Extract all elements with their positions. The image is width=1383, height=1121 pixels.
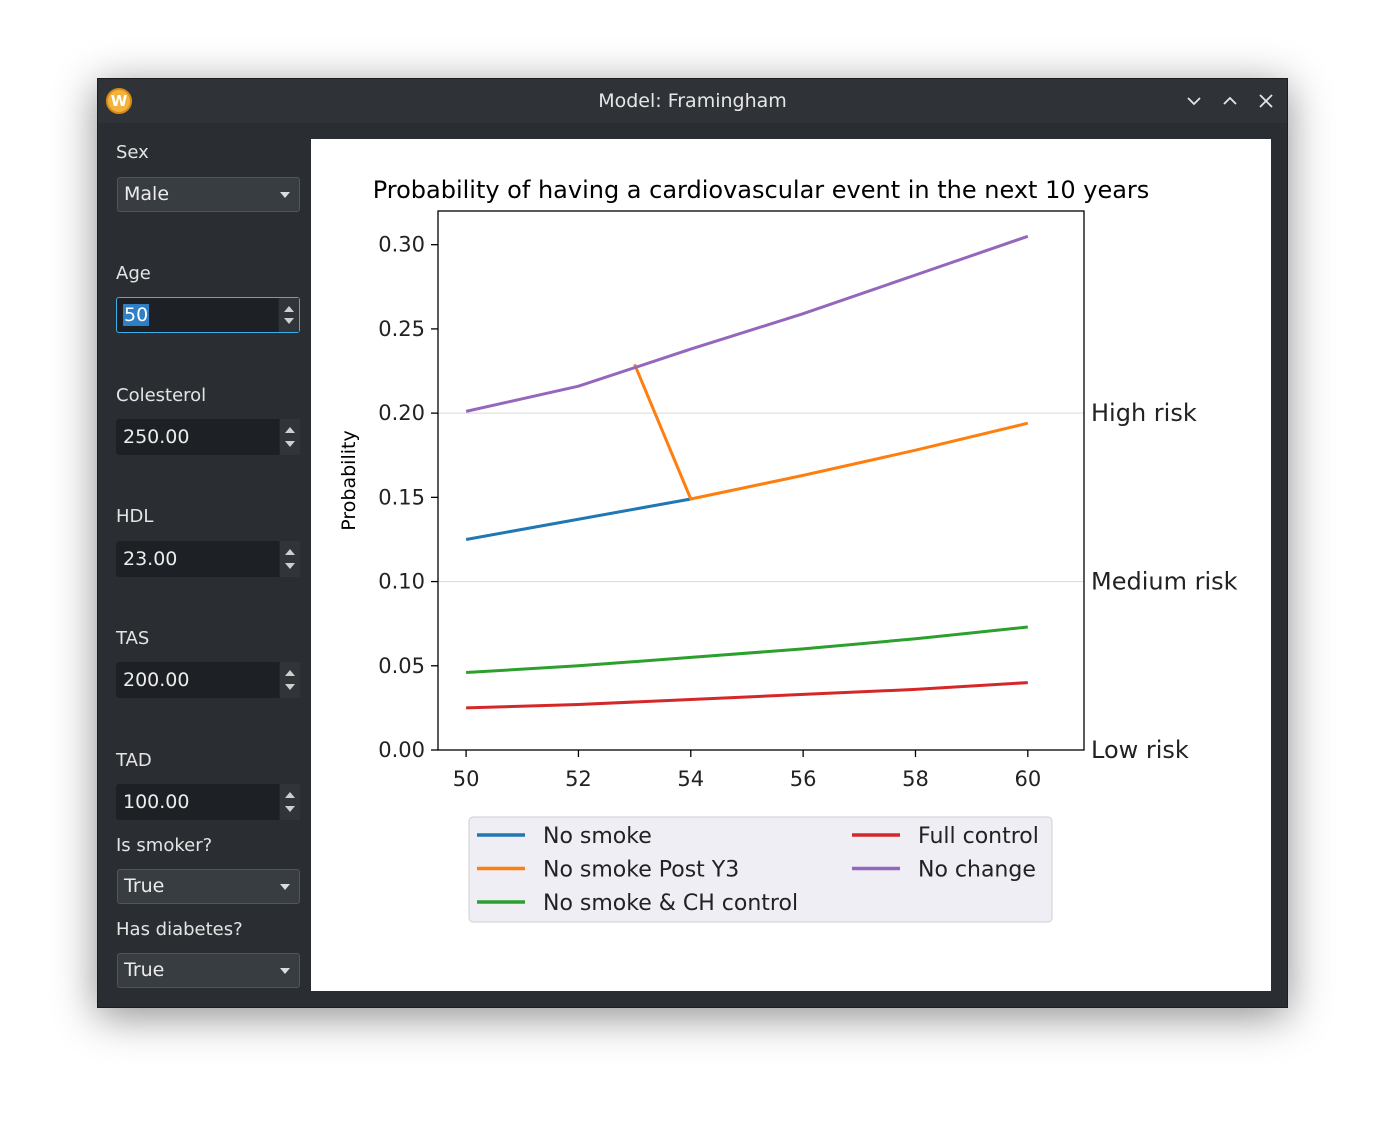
legend-entry: Full control [918,824,1039,849]
colesterol-stepper[interactable] [279,419,300,455]
age-value: 50 [123,304,150,326]
risk-chart: High risk Medium risk Low risk 0.00 0.05 0.10… [338,176,1238,923]
step-down-icon[interactable] [284,318,294,324]
age-label: Age [116,263,151,284]
step-down-icon[interactable] [285,563,295,569]
step-up-icon[interactable] [285,792,295,798]
app-window: W Model: Framingham Sex Male Age 50 Cole… [97,78,1288,1008]
tas-label: TAS [116,628,150,649]
title-bar[interactable]: W Model: Framingham [98,79,1287,123]
diabetes-select[interactable]: True [117,953,300,988]
risk-level-label: Low risk [1091,736,1189,764]
risk-level-label: High risk [1091,399,1197,427]
smoker-select[interactable]: True [117,869,300,904]
close-button[interactable] [1255,90,1277,112]
hdl-spinbox[interactable]: 23.00 [116,541,300,577]
series-line [633,363,1029,501]
parameters-panel: Sex Male Age 50 Colesterol 250.00 HDL 23… [98,123,310,1007]
tad-stepper[interactable] [279,784,300,820]
smoker-value: True [124,875,165,897]
y-tick-label: 0.30 [378,233,425,257]
hdl-stepper[interactable] [279,541,300,577]
y-tick-label: 0.10 [378,570,425,594]
maximize-button[interactable] [1219,90,1241,112]
colesterol-spinbox[interactable]: 250.00 [116,419,300,455]
minimize-button[interactable] [1183,90,1205,112]
dropdown-arrow-icon [280,192,290,198]
age-stepper[interactable] [278,298,299,332]
y-tick-label: 0.20 [378,401,425,425]
y-tick-label: 0.25 [378,317,425,341]
colesterol-value: 250.00 [123,426,190,448]
age-spinbox[interactable]: 50 [116,297,300,333]
series-line [466,681,1028,710]
tas-spinbox[interactable]: 200.00 [116,662,300,698]
app-logo-icon: W [106,88,132,114]
x-tick-label: 54 [677,767,704,791]
x-tick-label: 58 [902,767,929,791]
sex-select[interactable]: Male [117,177,300,212]
tas-value: 200.00 [123,669,190,691]
step-up-icon[interactable] [284,306,294,312]
chevron-up-icon [1223,96,1237,105]
step-down-icon[interactable] [285,806,295,812]
colesterol-label: Colesterol [116,385,207,406]
tad-label: TAD [116,750,152,771]
hdl-value: 23.00 [123,548,178,570]
tas-stepper[interactable] [279,662,300,698]
sex-label: Sex [116,142,149,163]
legend-box [468,816,1053,923]
smoker-label: Is smoker? [116,835,213,856]
sex-value: Male [124,183,170,205]
legend-entry: No smoke [543,824,652,849]
chevron-down-icon [1187,97,1201,106]
series-line [465,497,692,541]
legend-entry: No change [918,858,1036,883]
chart-title: Probability of having a cardiovascular e… [373,176,1150,204]
tad-value: 100.00 [123,791,190,813]
step-down-icon[interactable] [285,684,295,690]
y-tick-label: 0.15 [378,485,425,509]
axes-frame [437,210,1085,751]
dropdown-arrow-icon [280,968,290,974]
x-tick-label: 56 [790,767,817,791]
y-axis-label: Probability [338,430,360,530]
series-line [466,625,1028,674]
y-tick-label: 0.05 [378,654,425,678]
x-tick-label: 50 [453,767,480,791]
series-line [465,234,1029,413]
risk-level-label: Medium risk [1091,568,1238,596]
window-title: Model: Framingham [598,90,787,112]
legend-entry: No smoke Post Y3 [543,858,739,883]
step-up-icon[interactable] [285,670,295,676]
x-tick-label: 60 [1014,767,1041,791]
tad-spinbox[interactable]: 100.00 [116,784,300,820]
diabetes-label: Has diabetes? [116,919,243,940]
plot-canvas: High risk Medium risk Low risk 0.00 0.05 0.10… [311,139,1271,991]
dropdown-arrow-icon [280,884,290,890]
diabetes-value: True [124,959,165,981]
step-down-icon[interactable] [285,441,295,447]
y-tick-label: 0.00 [378,738,425,762]
legend-entry: No smoke & CH control [543,891,798,916]
step-up-icon[interactable] [285,427,295,433]
x-tick-label: 52 [565,767,592,791]
close-icon [1259,94,1273,108]
hdl-label: HDL [116,506,154,527]
step-up-icon[interactable] [285,549,295,555]
